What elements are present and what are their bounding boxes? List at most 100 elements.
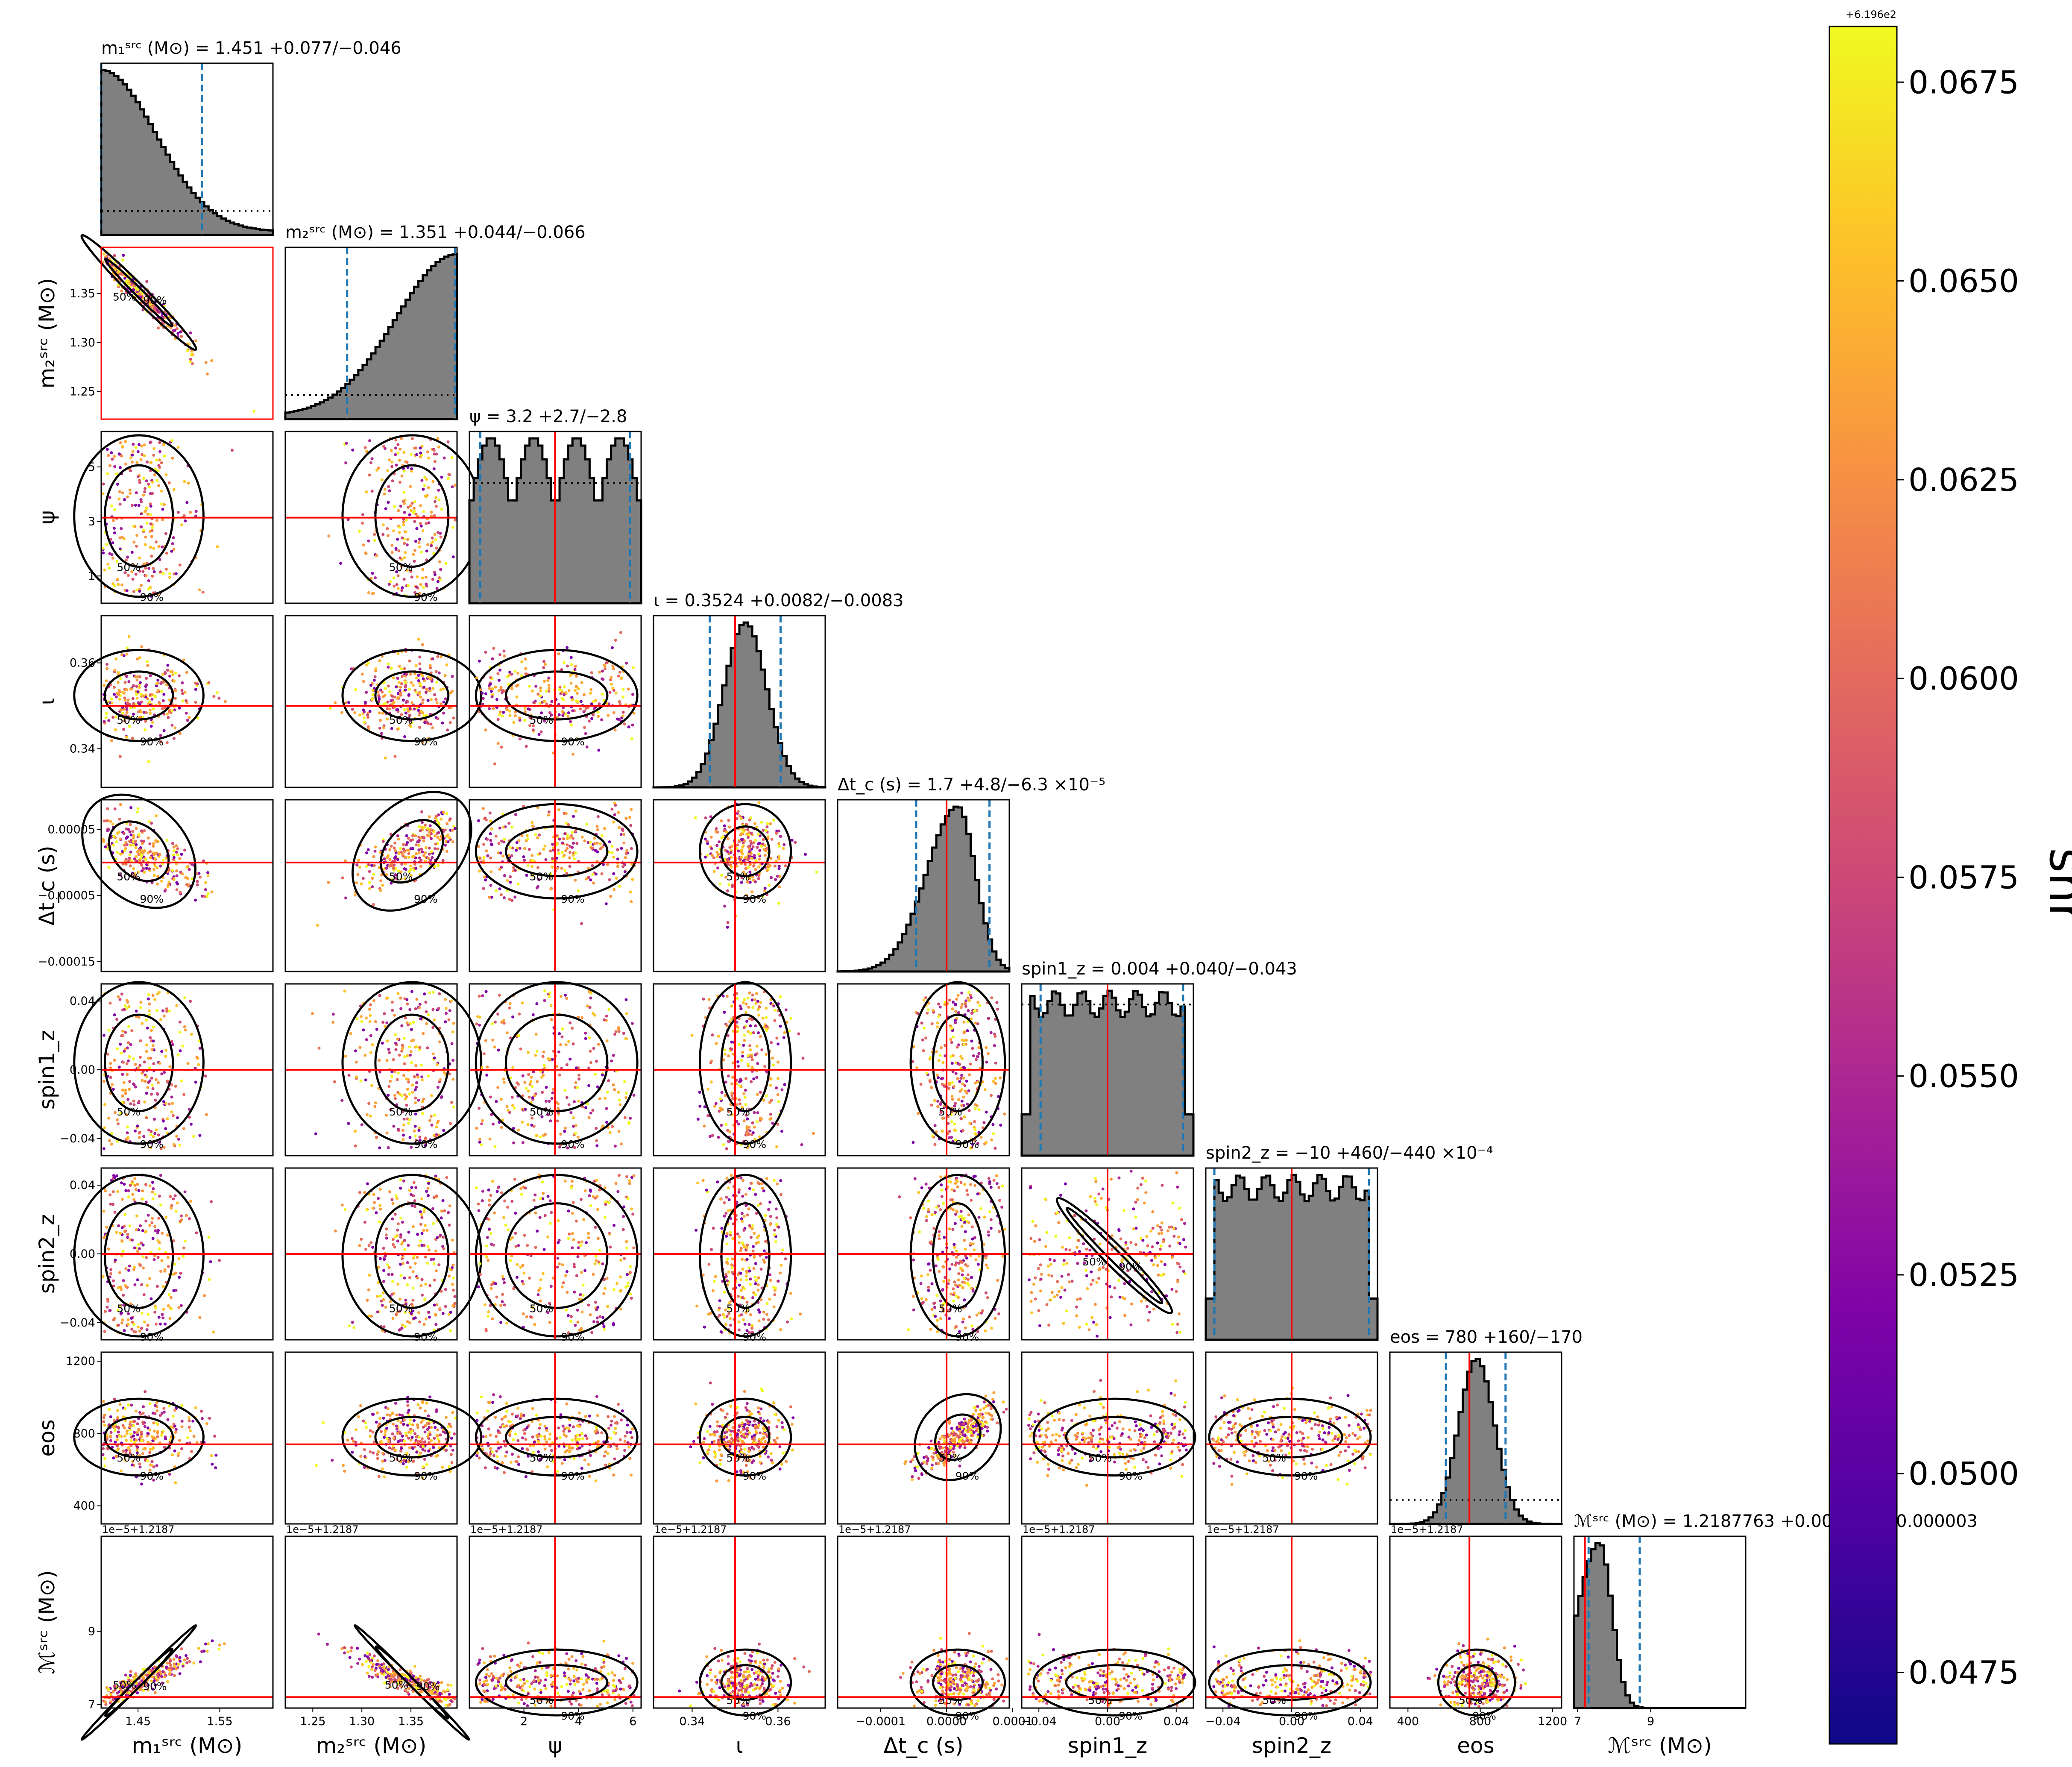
sample-point [422,510,425,513]
sample-point [402,1262,405,1265]
sample-point [101,492,105,496]
sample-point [346,518,350,521]
sample-point [406,1261,409,1264]
sample-point [717,1034,720,1038]
sample-point [444,1020,447,1024]
sample-point [403,542,406,545]
sample-point [511,1104,514,1107]
sample-point [561,710,564,713]
sample-point [716,866,720,870]
sample-point [396,858,399,861]
sample-point [448,1009,451,1012]
sample-point [141,1197,145,1201]
sample-point [125,652,129,656]
sample-point [409,672,412,676]
sample-point [563,832,567,836]
sample-point [148,485,151,489]
sample-point [917,1112,920,1115]
sample-point [936,1099,940,1103]
panel-s1-m2: 50%90% [284,981,483,1156]
sample-point [402,470,406,473]
sample-point [403,502,406,505]
sample-point [963,1115,966,1118]
histogram-dtc [836,805,1011,973]
sample-point [601,669,604,673]
sample-point [144,1183,147,1186]
sample-point [484,990,488,993]
sample-point [161,672,164,676]
sample-point [403,735,407,738]
sample-point [418,667,422,671]
sample-point [430,1094,434,1097]
sample-point [542,1050,545,1054]
sample-point [425,1262,429,1265]
sample-point [486,838,489,841]
sample-point [132,1099,135,1103]
sample-point [401,1044,404,1047]
sample-point [574,829,577,833]
sample-point [391,702,395,705]
sample-point [951,1001,955,1004]
sample-point [132,1330,136,1333]
sample-point [586,1004,589,1008]
sample-point [119,1285,122,1289]
sample-point [162,729,166,732]
sample-point [739,858,742,861]
sample-point [106,663,109,666]
sample-point [442,700,445,704]
sample-point [184,1239,187,1243]
sample-point [963,1030,966,1034]
sample-point [784,1008,788,1012]
sample-point [592,713,595,716]
contour-label: 50% [389,714,413,726]
sample-point [571,842,575,845]
sample-point [378,1070,382,1074]
sample-point [144,510,147,513]
sample-point [563,1089,567,1092]
sample-point [938,1005,942,1009]
sample-point [397,1129,400,1132]
sample-point [727,883,731,886]
sample-point [380,732,383,735]
sample-point [404,1016,407,1020]
sample-point [177,674,181,678]
sample-point [173,697,177,700]
sample-point [427,1074,430,1078]
sample-point [388,848,392,851]
sample-point [960,991,964,995]
sample-point [162,1100,165,1104]
sample-point [170,549,173,553]
sample-point [513,1107,516,1110]
sample-point [112,834,115,838]
sample-point [126,1318,130,1321]
sample-point [343,989,346,993]
sample-point [134,839,138,843]
sample-point [577,687,580,690]
sample-point [427,486,430,489]
sample-point [434,538,437,541]
sample-point [139,1039,142,1042]
sample-point [398,1328,401,1332]
sample-point [580,681,583,684]
sample-point [424,1224,427,1227]
sample-point [498,994,501,997]
sample-point [616,857,619,861]
sample-point [124,1189,128,1192]
sample-point [381,1291,385,1294]
sample-point [363,1221,366,1224]
sample-point [603,1018,606,1021]
sample-point [364,1247,367,1251]
sample-point [400,667,403,670]
sample-point [397,852,401,856]
sample-point [436,531,440,534]
sample-point [632,1093,636,1097]
sample-point [584,1031,587,1035]
sample-point [528,684,531,688]
sample-point [108,1309,112,1312]
sample-point [971,1047,974,1050]
sample-point [114,728,117,731]
sample-point [534,684,538,688]
sample-point [444,1007,448,1010]
sample-point [502,710,505,714]
sample-point [442,711,445,715]
